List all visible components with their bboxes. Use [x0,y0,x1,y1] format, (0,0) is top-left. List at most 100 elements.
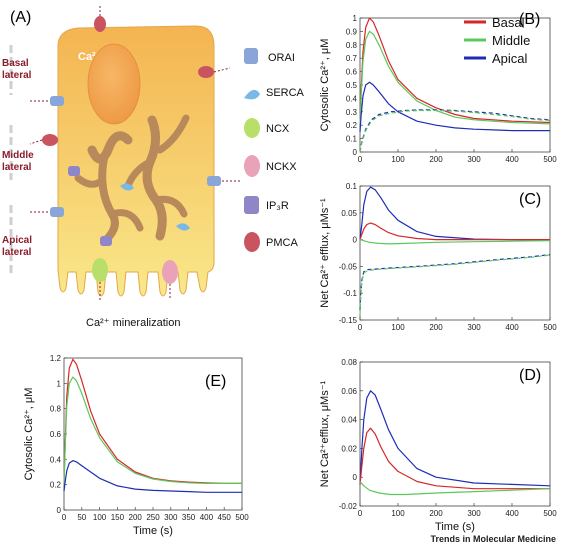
basal-series-line [359,222,550,241]
cell-transporters [42,16,221,284]
panel-letter-c: (C) [519,191,541,208]
nckx-exchanger-icon [244,155,260,177]
x-tick-label: 0 [358,155,363,164]
y-tick-label: 0.6 [346,68,358,77]
apical-series-line [359,81,550,132]
chart-panel-b: 0 100 200 300 400 500 0 0.1 0.2 0.3 0.4 0.5 0.6 0.7 0.… [319,11,557,164]
y-axis-label: Net Ca²⁺ efflux, μMs⁻¹ [319,198,331,308]
legend-label-ip3r: IP₃R [266,200,289,212]
middle-series-line [359,239,551,245]
y-tick-label: -0.05 [339,262,358,271]
flux-arrows [29,4,240,300]
x-tick-label: 300 [467,509,481,518]
x-tick-label: 500 [543,155,557,164]
pmca-pump-icon [42,134,58,146]
legend-item-nckx: NCKX [244,155,297,177]
legend-label-basal: Basal [492,15,525,30]
x-axis-label: Time (s) [133,525,173,537]
unlabeled-dashed-series-line [359,254,551,315]
y-tick-label: 1.2 [50,354,62,363]
x-tick-label: 400 [505,509,519,518]
middle-series-line [359,30,551,126]
x-tick-label: 300 [467,155,481,164]
x-tick-label: 0 [62,513,67,522]
legend-label-apical: Apical [492,51,528,66]
legend-item-orai: ORAI [244,48,295,64]
y-axis-label: Cytosolic Ca²⁺, μM [23,388,35,481]
y-tick-label: 0.1 [346,182,358,191]
chart-panel-c: 0 100 200 300 400 500 -0.15 -0.1 -0.05 0 0.05 0.1 Ne… [319,182,557,332]
y-tick-label: 0.8 [50,405,62,414]
panel-letter-e: (E) [205,373,226,390]
ncx-exchanger-icon [244,118,260,138]
legend-label-nckx: NCKX [266,161,297,173]
x-tick-label: 400 [200,513,214,522]
serca-pump-icon [176,223,190,231]
side-label-apical-line2: lateral [2,247,32,258]
y-tick-label: 0.1 [346,135,358,144]
legend-label-ncx: NCX [266,123,290,135]
x-tick-label: 300 [467,323,481,332]
legend-label-middle: Middle [492,33,530,48]
middle-series-line [63,376,242,485]
basal-series-line [63,358,242,485]
y-tick-label: 0.06 [341,387,357,396]
side-label-basal-line2: lateral [2,70,32,81]
side-label-middle-line2: lateral [2,162,32,173]
y-tick-label: 0.04 [341,416,357,425]
y-tick-label: -0.02 [339,502,358,511]
nucleus-icon [87,43,141,125]
side-label-middle-line1: Middle [2,150,34,161]
ip3r-receptor-icon [68,166,80,176]
orai-channel-icon [50,207,64,217]
unlabeled-dashed-series-line [359,109,551,153]
y-tick-label: 0 [353,236,358,245]
serca-pump-icon [244,89,260,100]
y-tick-label: 0.4 [50,455,62,464]
component-legend: ORAI SERCA NCX NCKX IP₃R [244,48,305,252]
ip3r-receptor-icon [244,196,259,214]
y-tick-label: 0 [57,506,62,515]
legend-item-pmca: PMCA [244,232,298,252]
y-tick-label: 0.4 [346,94,358,103]
y-tick-label: 1 [353,14,358,23]
y-tick-label: 0.2 [346,121,358,130]
x-tick-label: 450 [218,513,232,522]
plot-frame [359,361,551,507]
y-tick-label: 0.7 [346,54,358,63]
panel-a-letter: (A) [10,9,31,26]
x-tick-label: 250 [146,513,160,522]
y-tick-label: 0.6 [50,430,62,439]
x-tick-label: 350 [182,513,196,522]
legend-label-serca: SERCA [266,87,305,99]
x-tick-label: 200 [429,323,443,332]
x-tick-label: 400 [505,155,519,164]
orai-channel-icon [50,96,64,106]
side-label-apical-line1: Apical [2,235,32,246]
apical-series-line [63,460,242,493]
x-tick-label: 200 [129,513,143,522]
x-tick-label: 500 [543,323,557,332]
legend-panel-b: Basal Middle Apical [464,15,530,66]
x-tick-label: 100 [93,513,107,522]
legend-label-pmca: PMCA [266,237,298,249]
x-tick-label: 0 [358,323,363,332]
legend-item-serca: SERCA [244,87,305,100]
charts: 0 100 200 300 400 50000.10.20.30.40.50.60.70.… [23,11,557,537]
pmca-pump-icon [244,232,260,252]
serca-pump-icon [120,183,134,191]
y-tick-label: 0 [353,473,358,482]
ip3r-receptor-icon [100,236,112,246]
x-tick-label: 50 [77,513,86,522]
pmca-pump-icon [94,16,106,32]
x-tick-label: 100 [391,155,405,164]
y-tick-label: 0.9 [346,27,358,36]
basal-series-line [359,427,550,490]
unlabeled-dashed-series-line [359,109,551,153]
y-tick-label: 0.8 [346,41,358,50]
y-tick-label: 0.5 [346,81,358,90]
y-tick-label: -0.1 [343,289,357,298]
x-tick-label: 500 [235,513,249,522]
